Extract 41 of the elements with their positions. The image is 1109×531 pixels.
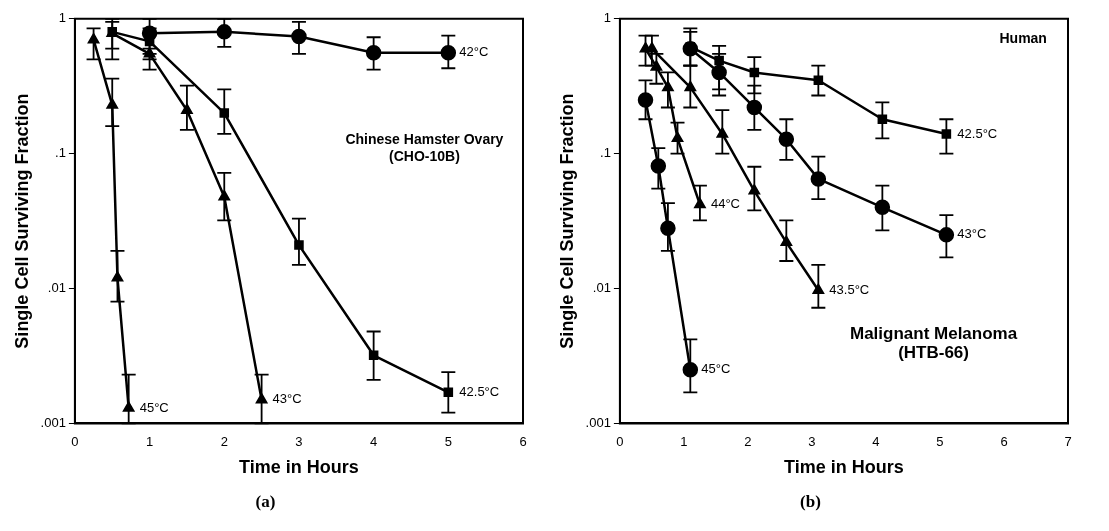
series-label: 42°C — [459, 44, 489, 60]
x-tick-label: 2 — [744, 433, 752, 449]
y-tick-label: .01 — [592, 280, 611, 296]
y-axis-title: Single Cell Surviving Fraction — [11, 93, 32, 349]
series-label: 42.5°C — [459, 383, 500, 399]
text: (a) — [255, 492, 276, 512]
y-tick-label: 1 — [58, 10, 66, 26]
series-label: 45°C — [139, 399, 169, 415]
x-tick-label: 6 — [1000, 433, 1008, 449]
x-tick-label: 4 — [370, 433, 378, 449]
y-tick-label: .001 — [40, 414, 66, 430]
annotation: Malignant Melanoma (HTB-66) — [849, 324, 1018, 363]
y-tick-label: .1 — [55, 145, 66, 161]
y-axis-title: Single Cell Surviving Fraction — [556, 93, 577, 349]
x-tick-label: 6 — [519, 433, 527, 449]
series-label: 43.5°C — [829, 281, 870, 297]
series-label: 42.5°C — [957, 125, 998, 141]
annotation: Human — [999, 29, 1047, 46]
series-label: 43°C — [957, 226, 987, 242]
x-tick-label: 7 — [1064, 433, 1072, 449]
x-tick-label: 4 — [872, 433, 880, 449]
x-tick-label: 5 — [444, 433, 452, 449]
series-label: 45°C — [701, 361, 731, 377]
x-tick-label: 0 — [616, 433, 624, 449]
x-tick-label: 3 — [295, 433, 303, 449]
y-tick-label: .01 — [47, 280, 66, 296]
y-tick-label: .001 — [585, 414, 611, 430]
x-axis-title: Time in Hours — [784, 456, 904, 477]
y-tick-label: .1 — [600, 145, 611, 161]
series-label: 43°C — [272, 391, 302, 407]
annotation: Chinese Hamster Ovary (CHO-10B) — [345, 131, 504, 165]
x-tick-label: 1 — [145, 433, 154, 449]
x-tick-label: 1 — [680, 433, 688, 449]
y-tick-label: 1 — [603, 10, 611, 26]
text: (b) — [800, 492, 821, 512]
series-label: 44°C — [710, 196, 740, 212]
x-tick-label: 5 — [936, 433, 944, 449]
x-tick-label: 2 — [220, 433, 228, 449]
x-tick-label: 0 — [71, 433, 79, 449]
x-tick-label: 3 — [808, 433, 816, 449]
x-axis-title: Time in Hours — [239, 456, 359, 477]
